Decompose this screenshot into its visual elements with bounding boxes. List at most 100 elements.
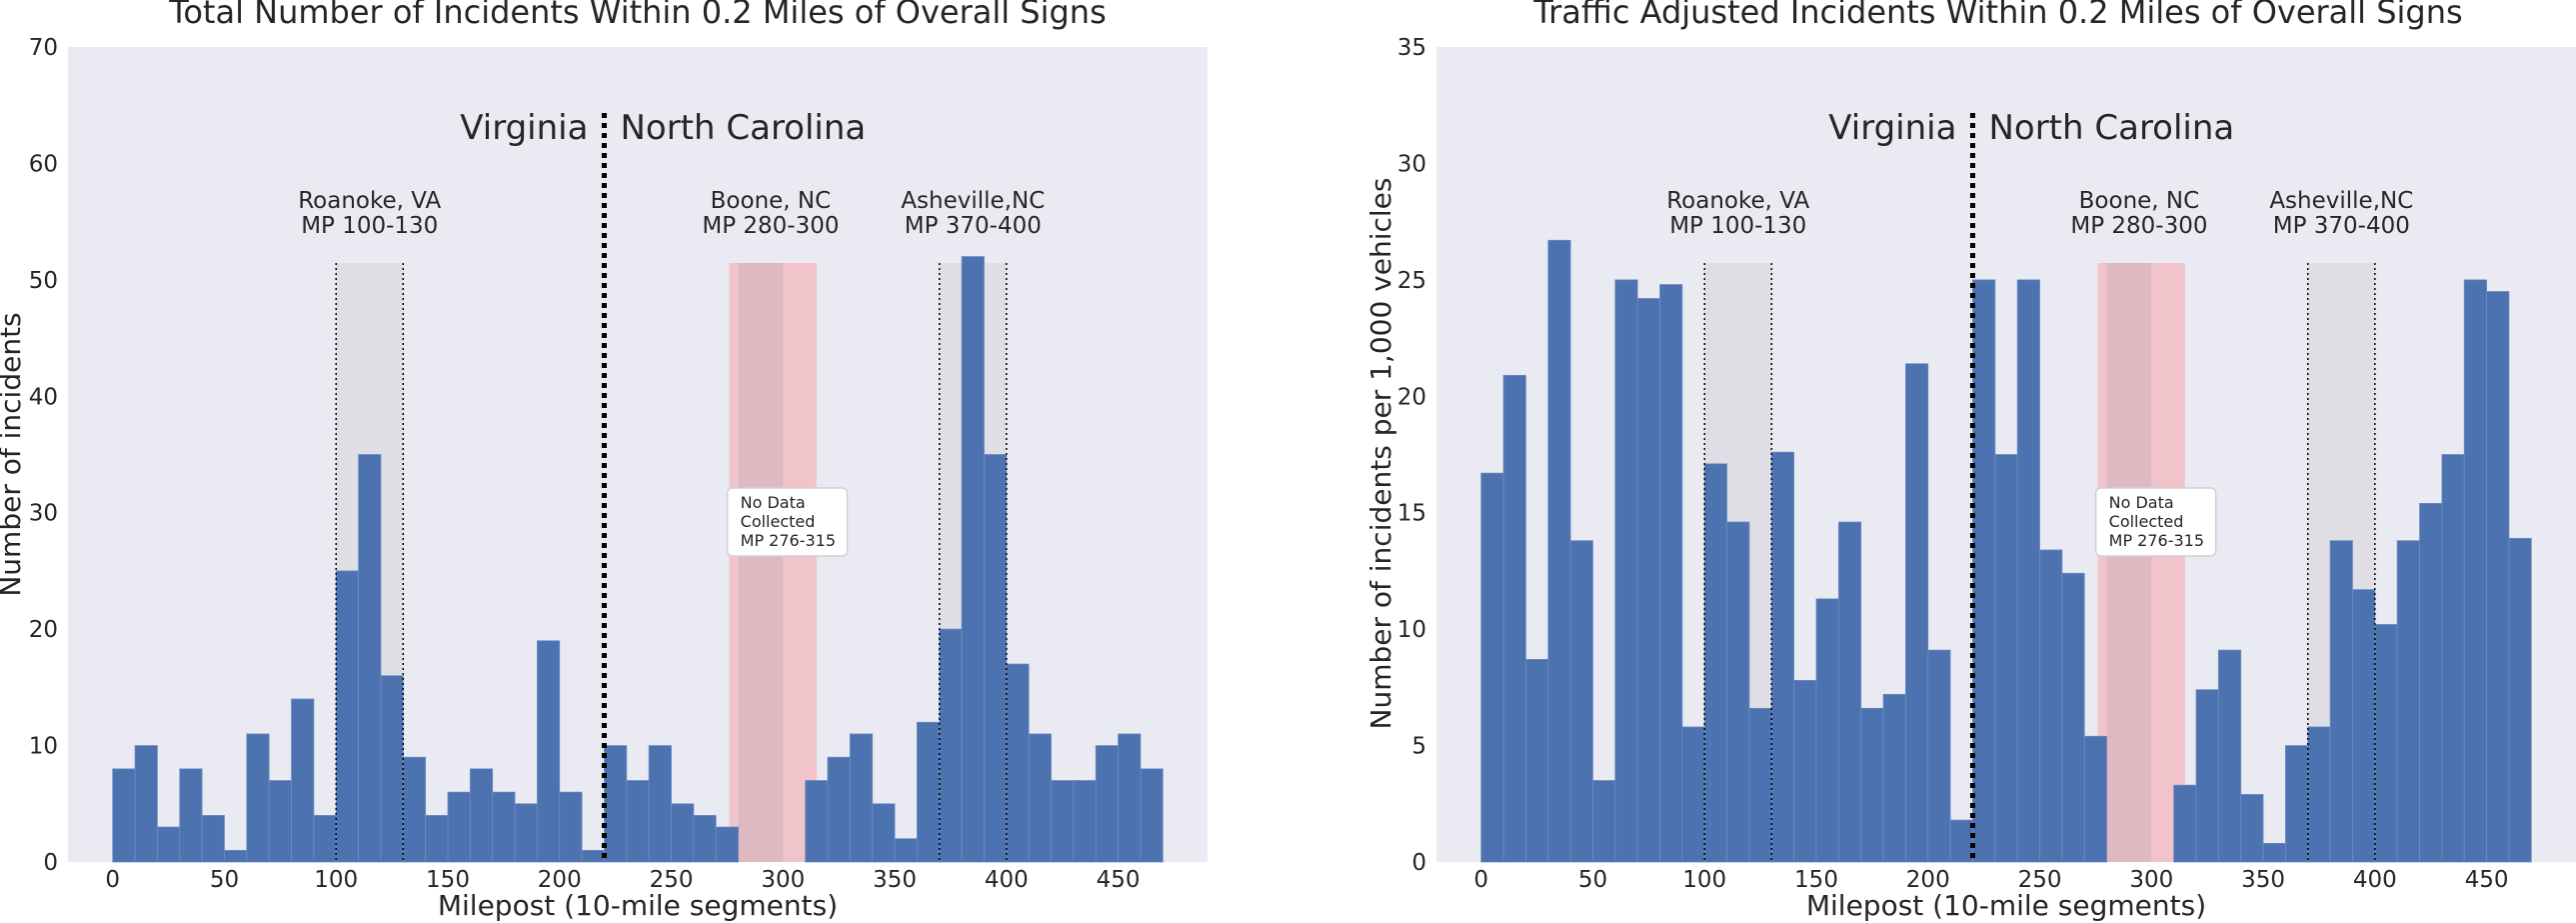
- bar: [1927, 649, 1951, 863]
- y-tick-label: 0: [43, 850, 58, 876]
- x-tick-label: 150: [426, 867, 470, 893]
- bar: [849, 733, 874, 863]
- region-range-label: MP 100-130: [1669, 213, 1806, 239]
- bar: [134, 745, 158, 863]
- x-tick-label: 0: [1473, 867, 1488, 893]
- bar: [2173, 784, 2197, 863]
- bar: [1837, 521, 1862, 863]
- bar: [112, 768, 136, 863]
- bar: [1703, 463, 1727, 863]
- x-axis-label: Milepost (10-mile segments): [1806, 889, 2206, 922]
- x-tick-label: 450: [2465, 867, 2509, 893]
- y-tick-label: 5: [1411, 734, 1426, 760]
- bar: [1972, 279, 1996, 863]
- bar: [492, 791, 516, 863]
- bar: [2285, 745, 2309, 863]
- bar: [1140, 768, 1164, 863]
- bar: [604, 745, 628, 863]
- region-name-label: Asheville,NC: [2269, 188, 2413, 214]
- bar: [1480, 472, 1504, 863]
- bar: [358, 454, 382, 863]
- shaded-region-2: [738, 263, 784, 862]
- bar: [1726, 521, 1750, 863]
- y-tick-label: 60: [29, 151, 58, 177]
- bar: [1815, 598, 1839, 863]
- bar: [1028, 733, 1052, 863]
- y-tick-label: 20: [1397, 384, 1426, 410]
- bar: [469, 768, 494, 863]
- bar: [537, 640, 561, 863]
- bar: [380, 675, 404, 863]
- bar: [1569, 540, 1593, 863]
- bar: [805, 780, 829, 863]
- bar: [872, 803, 896, 863]
- bar: [1547, 239, 1571, 863]
- bar: [335, 570, 359, 863]
- shaded-region-2: [2106, 263, 2152, 862]
- no-data-label-line: No Data: [2109, 493, 2174, 512]
- bar: [447, 791, 471, 863]
- region-name-label: Roanoke, VA: [1666, 188, 1809, 214]
- x-tick-label: 50: [1578, 867, 1607, 893]
- bar: [1748, 707, 1772, 863]
- no-data-label-line: MP 276-315: [741, 531, 836, 550]
- bar: [715, 826, 739, 863]
- x-tick-label: 400: [985, 867, 1029, 893]
- no-data-label-line: Collected: [741, 512, 816, 531]
- y-tick-label: 25: [1397, 268, 1426, 294]
- bar: [1681, 726, 1705, 863]
- region-range-label: MP 100-130: [301, 213, 438, 239]
- no-data-label-line: Collected: [2109, 512, 2184, 531]
- bar: [2463, 279, 2487, 863]
- x-tick-label: 300: [2129, 867, 2173, 893]
- bar: [268, 780, 292, 863]
- bar: [2374, 624, 2398, 863]
- bar: [1525, 659, 1549, 863]
- bar: [827, 756, 851, 863]
- chart-title: Total Number of Incidents Within 0.2 Mil…: [168, 0, 1107, 31]
- region-name-label: Roanoke, VA: [298, 188, 441, 214]
- x-tick-label: 50: [210, 867, 239, 893]
- bar: [1994, 454, 2018, 863]
- bar: [648, 745, 672, 863]
- bar: [2240, 794, 2264, 863]
- bar: [1793, 679, 1817, 863]
- state-label-virginia: Virginia: [460, 108, 588, 148]
- bar: [2508, 537, 2532, 863]
- bar: [2061, 572, 2085, 863]
- y-tick-label: 40: [29, 384, 58, 410]
- bar: [917, 721, 941, 863]
- x-axis-label: Milepost (10-mile segments): [438, 889, 838, 922]
- y-tick-label: 10: [1397, 617, 1426, 643]
- y-tick-label: 50: [29, 268, 58, 294]
- bar: [671, 803, 695, 863]
- bar: [939, 628, 963, 863]
- bar: [2396, 540, 2420, 863]
- y-tick-label: 35: [1397, 35, 1426, 61]
- x-tick-label: 250: [650, 867, 694, 893]
- bar: [961, 256, 985, 863]
- bar: [894, 838, 918, 863]
- region-range-label: MP 370-400: [905, 213, 1042, 239]
- bar: [1051, 780, 1075, 863]
- bar: [1592, 780, 1616, 863]
- y-axis-label: Number of incidents per 1,000 vehicles: [1364, 178, 1397, 730]
- bar: [2217, 649, 2242, 863]
- region-range-label: MP 280-300: [2070, 213, 2207, 239]
- y-tick-label: 30: [1397, 151, 1426, 177]
- region-range-label: MP 280-300: [702, 213, 839, 239]
- bar: [1502, 374, 1526, 863]
- x-tick-label: 400: [2353, 867, 2397, 893]
- y-tick-label: 20: [29, 617, 58, 643]
- bar: [1614, 279, 1638, 863]
- x-tick-label: 250: [2018, 867, 2062, 893]
- bar: [2083, 735, 2107, 863]
- bar: [626, 780, 650, 863]
- bar: [693, 815, 717, 863]
- bar: [1949, 819, 1973, 863]
- x-tick-label: 450: [1097, 867, 1141, 893]
- x-tick-label: 200: [1906, 867, 1950, 893]
